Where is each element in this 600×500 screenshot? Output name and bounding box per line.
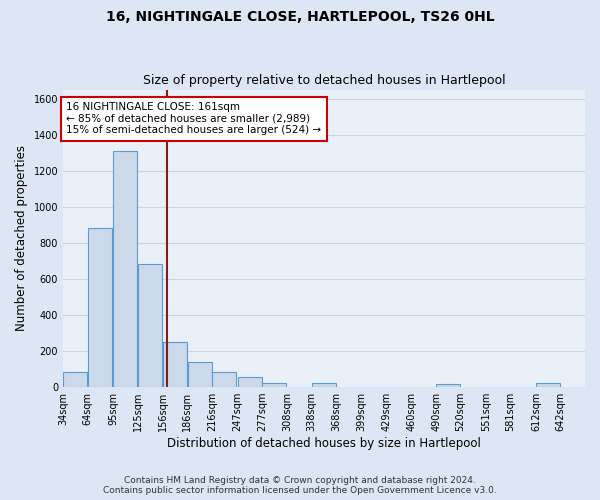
Text: Contains HM Land Registry data © Crown copyright and database right 2024.
Contai: Contains HM Land Registry data © Crown c…	[103, 476, 497, 495]
Text: 16 NIGHTINGALE CLOSE: 161sqm
← 85% of detached houses are smaller (2,989)
15% of: 16 NIGHTINGALE CLOSE: 161sqm ← 85% of de…	[67, 102, 322, 136]
Bar	[138, 264, 162, 387]
Bar	[64, 372, 87, 387]
Bar	[113, 151, 137, 387]
Bar	[188, 362, 212, 387]
Bar	[312, 384, 336, 387]
Bar	[212, 372, 236, 387]
Bar	[436, 384, 460, 387]
X-axis label: Distribution of detached houses by size in Hartlepool: Distribution of detached houses by size …	[167, 437, 481, 450]
Title: Size of property relative to detached houses in Hartlepool: Size of property relative to detached ho…	[143, 74, 505, 87]
Bar	[163, 342, 187, 387]
Text: 16, NIGHTINGALE CLOSE, HARTLEPOOL, TS26 0HL: 16, NIGHTINGALE CLOSE, HARTLEPOOL, TS26 …	[106, 10, 494, 24]
Y-axis label: Number of detached properties: Number of detached properties	[15, 146, 28, 332]
Bar	[536, 384, 560, 387]
Bar	[88, 228, 112, 387]
Bar	[238, 377, 262, 387]
Bar	[262, 382, 286, 387]
